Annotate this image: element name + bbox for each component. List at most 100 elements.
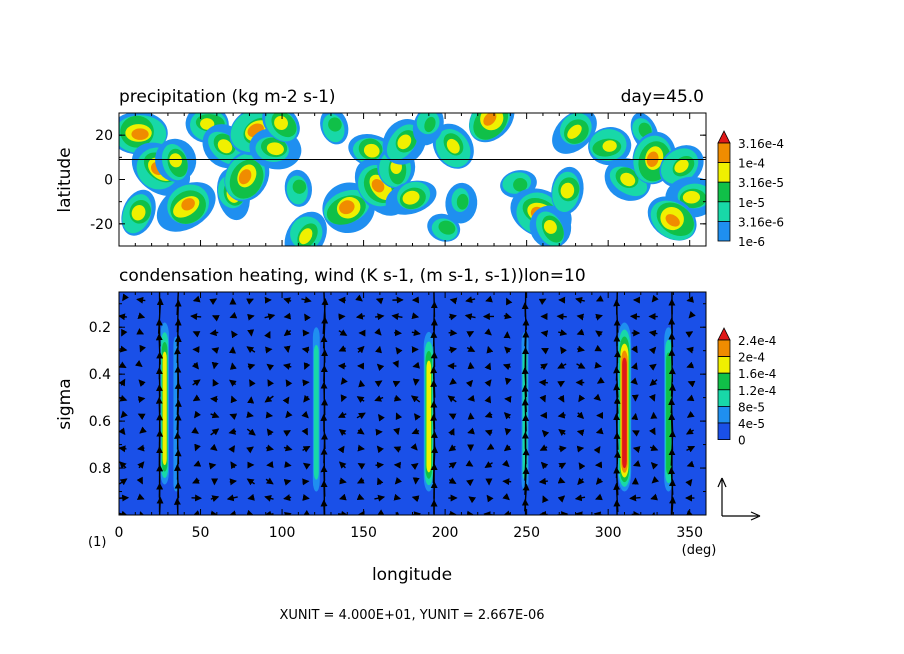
wind-arrow (467, 427, 475, 435)
wind-arrow (393, 446, 402, 453)
bottom-panel-ylabel: sigma (55, 378, 75, 429)
wind-arrow (119, 313, 127, 321)
rain-contour (274, 116, 288, 130)
wind-arrow (484, 411, 493, 418)
wind-arrow (503, 312, 512, 320)
rain-cell (468, 113, 515, 143)
wind-arrow (411, 329, 421, 337)
wind-arrow (542, 495, 549, 504)
rain-contour (238, 169, 252, 185)
rain-contour (543, 219, 557, 234)
wind-arrow (650, 493, 658, 501)
wind-arrow (503, 444, 512, 452)
wind-arrow (136, 476, 143, 485)
wind-vectors (119, 292, 696, 515)
heating-column (312, 327, 320, 492)
x-tick-label: 350 (676, 525, 703, 541)
rain-contour (513, 178, 528, 192)
wind-arrow (137, 444, 145, 452)
rain-contour (181, 198, 195, 211)
wind-arrow (337, 445, 345, 454)
rain-cell (552, 113, 597, 154)
wind-arrow (502, 493, 510, 501)
wind-arrow (226, 494, 238, 502)
rain-contour (665, 214, 680, 227)
colorbar-triangle (717, 130, 731, 144)
wind-arrow (228, 427, 237, 435)
wind-arrow (229, 362, 237, 370)
y-tick-label: 0 (104, 173, 113, 189)
wind-arrow (357, 463, 366, 470)
wind-arrow (337, 411, 347, 418)
wind-arrow (301, 296, 312, 304)
wind-arrow (685, 478, 693, 487)
wind-arrow (375, 297, 384, 305)
wind-arrow (412, 361, 420, 369)
wind-arrow (686, 361, 695, 369)
wind-arrow (283, 478, 292, 486)
rain-contour (217, 139, 233, 154)
wind-arrow (283, 312, 292, 320)
colorbar-label: 1.6e-4 (738, 367, 776, 381)
wind-arrow (576, 362, 586, 369)
colorbar-label: 0 (738, 434, 746, 448)
wind-arrow (119, 345, 128, 353)
rain-cell (445, 182, 478, 224)
wind-arrow (541, 347, 549, 355)
wind-arrow (395, 412, 403, 421)
wind-arrow (595, 477, 604, 485)
wind-arrow (393, 493, 402, 501)
wind-arrow (356, 493, 365, 501)
wind-arrow (595, 330, 603, 338)
wind-arrow (686, 394, 695, 402)
rain-cell (647, 196, 697, 241)
wind-arrow (247, 313, 255, 321)
colorbar-label: 3.16e-5 (738, 176, 784, 190)
wind-arrow (246, 428, 256, 436)
wind-arrow (687, 380, 696, 388)
wind-arrow (303, 394, 311, 403)
wind-arrow (540, 330, 549, 338)
wind-arrow (504, 346, 512, 354)
wind-arrow (340, 394, 348, 403)
top-panel-time-label: day=45.0 (621, 87, 704, 107)
wind-arrow (651, 476, 660, 484)
wind-arrow (340, 377, 348, 385)
wind-arrow (282, 363, 292, 370)
wind-arrow (631, 362, 638, 371)
rain-cell (121, 189, 156, 236)
x-unit-label: (deg) (682, 543, 717, 558)
wind-arrow (503, 412, 512, 420)
wind-arrow (376, 445, 384, 454)
wind-arrow (649, 444, 659, 452)
wind-arrow (686, 346, 694, 354)
wind-arrow (304, 313, 311, 322)
wind-arrow (448, 329, 458, 337)
wind-arrow (283, 494, 292, 502)
rain-cell (320, 113, 349, 145)
wind-arrow (595, 427, 604, 435)
wind-arrow (575, 296, 585, 304)
wind-arrow (228, 445, 235, 453)
wind-arrow (593, 446, 601, 454)
rain-contour (200, 118, 215, 130)
wind-arrow (283, 444, 293, 452)
wind-arrow (229, 311, 238, 319)
wind-arrow (484, 362, 492, 371)
wind-arrow (356, 477, 365, 484)
wind-arrow (576, 445, 585, 453)
wind-arrow (649, 378, 658, 387)
wind-arrow (595, 313, 603, 321)
wind-arrow (267, 379, 274, 387)
rain-contour (602, 140, 617, 152)
wind-arrow (484, 395, 492, 404)
wind-arrow (266, 428, 274, 437)
rain-contour (620, 172, 636, 187)
wind-arrow (378, 413, 385, 422)
wind-arrow (649, 427, 656, 436)
wind-arrow (411, 427, 420, 435)
wind-arrow (356, 427, 365, 435)
wind-arrow (484, 379, 492, 387)
wind-arrow (578, 462, 586, 470)
wind-arrow (209, 443, 218, 452)
